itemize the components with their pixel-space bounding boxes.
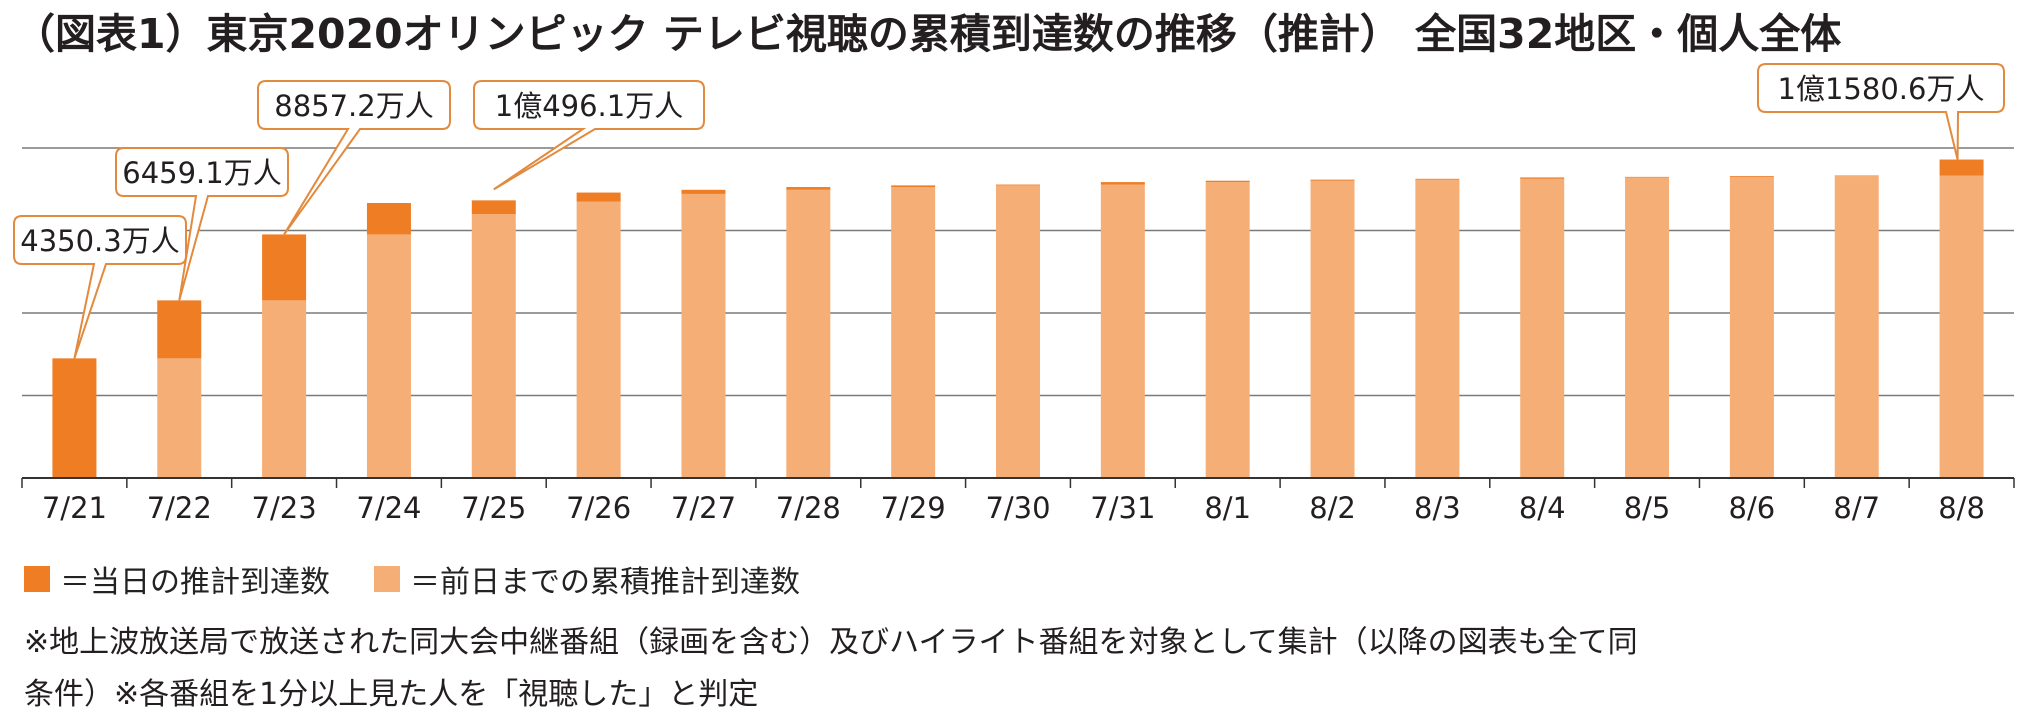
bar-today-7/24 xyxy=(366,203,411,235)
data-label: 8857.2万人 xyxy=(274,89,433,123)
callout-7/21: 4350.3万人 xyxy=(13,215,187,359)
x-tick-label: 7/25 xyxy=(461,491,526,525)
callouts: 4350.3万人 6459.1万人 8857.2万人 1億496.1万人 1億1580.… xyxy=(13,63,2005,359)
x-tick-label: 8/1 xyxy=(1204,491,1251,525)
callout-bubble xyxy=(13,215,187,359)
callout-8/8: 1億1580.6万人 xyxy=(1757,63,2005,160)
bar-today-7/25 xyxy=(471,200,516,214)
bar-previous-7/24 xyxy=(366,234,411,478)
callout-bubble xyxy=(257,80,451,236)
bar-previous-7/26 xyxy=(576,201,621,478)
x-tick-label: 8/8 xyxy=(1938,491,1985,525)
x-tick-label: 8/7 xyxy=(1833,491,1880,525)
legend-label-previous: ＝前日までの累積推計到達数 xyxy=(410,565,800,600)
bar-previous-8/3 xyxy=(1415,179,1460,478)
bar-today-7/21 xyxy=(52,358,97,478)
x-tick-label: 7/29 xyxy=(881,491,946,525)
x-tick-label: 8/5 xyxy=(1624,491,1671,525)
bar-today-8/4 xyxy=(1520,177,1565,179)
legend-item-today: ＝当日の推計到達数 xyxy=(24,557,330,601)
callout-bubble xyxy=(1757,63,2005,160)
bars xyxy=(52,159,1984,479)
bar-previous-7/22 xyxy=(157,358,202,478)
bar-previous-8/2 xyxy=(1310,180,1355,478)
bar-today-8/1 xyxy=(1205,180,1250,183)
bar-previous-7/23 xyxy=(262,300,307,478)
bar-today-7/26 xyxy=(576,192,621,202)
bar-chart: 7/21 7/22 7/23 7/24 7/25 7/26 7/27 7/28 7/29 7/30… xyxy=(13,63,2015,525)
footnote-1: ※地上波放送局で放送された同大会中継番組（録画を含む）及びハイライト番組を対象と… xyxy=(24,625,1638,660)
bar-previous-8/5 xyxy=(1625,177,1670,479)
bar-today-8/3 xyxy=(1415,178,1460,180)
bar-today-7/29 xyxy=(891,185,936,188)
legend: ＝当日の推計到達数 ＝前日までの累積推計到達数 xyxy=(24,557,844,601)
bar-previous-7/30 xyxy=(996,185,1040,478)
legend-swatch-today xyxy=(24,566,50,592)
legend-label-today: ＝当日の推計到達数 xyxy=(60,565,330,600)
x-tick-label: 8/2 xyxy=(1309,491,1356,525)
x-tick-label: 7/24 xyxy=(356,491,421,525)
callout-7/23: 8857.2万人 xyxy=(257,80,451,236)
data-label: 4350.3万人 xyxy=(20,224,179,258)
bar-today-8/2 xyxy=(1310,179,1355,181)
x-tick-label: 8/3 xyxy=(1414,491,1461,525)
bar-previous-7/28 xyxy=(786,189,831,479)
x-tick-label: 7/30 xyxy=(985,491,1050,525)
footnote-2: 条件）※各番組を1分以上見た人を「視聴した」と判定 xyxy=(24,677,759,712)
bar-previous-7/29 xyxy=(891,187,936,479)
callout-7/25: 1億496.1万人 xyxy=(473,80,705,191)
bar-today-7/30 xyxy=(996,184,1040,186)
bar-previous-8/4 xyxy=(1520,178,1565,479)
callout-bubble xyxy=(473,80,705,191)
bar-today-7/28 xyxy=(786,187,831,190)
bar-today-8/8 xyxy=(1939,159,1984,176)
x-tick-label: 7/28 xyxy=(776,491,841,525)
x-tick-label: 7/27 xyxy=(671,491,736,525)
x-tick-label: 7/31 xyxy=(1090,491,1155,525)
bar-previous-7/31 xyxy=(1100,184,1145,478)
bar-previous-7/25 xyxy=(471,214,516,478)
bar-today-7/31 xyxy=(1100,182,1145,185)
x-axis: 7/21 7/22 7/23 7/24 7/25 7/26 7/27 7/28 7/29 7/30… xyxy=(21,477,2015,525)
data-label: 1億1580.6万人 xyxy=(1778,72,1985,106)
data-label: 1億496.1万人 xyxy=(495,89,683,123)
callout-bubble xyxy=(115,147,289,301)
x-tick-label: 7/23 xyxy=(252,491,317,525)
bar-previous-8/6 xyxy=(1729,176,1774,478)
legend-item-previous: ＝前日までの累積推計到達数 xyxy=(374,557,800,601)
bar-today-7/27 xyxy=(681,189,726,194)
bar-today-8/7 xyxy=(1834,175,1879,177)
bar-today-8/6 xyxy=(1729,176,1774,177)
bar-previous-8/7 xyxy=(1834,176,1879,479)
x-tick-label: 7/26 xyxy=(566,491,631,525)
x-tick-label: 7/22 xyxy=(147,491,212,525)
bar-today-7/22 xyxy=(157,300,202,359)
callout-7/22: 6459.1万人 xyxy=(115,147,289,301)
x-tick-label: 8/4 xyxy=(1519,491,1566,525)
bar-previous-8/1 xyxy=(1205,182,1250,478)
bar-today-8/5 xyxy=(1625,176,1670,178)
data-label: 6459.1万人 xyxy=(122,156,281,190)
bar-previous-7/27 xyxy=(681,193,726,479)
bar-previous-8/8 xyxy=(1939,175,1984,478)
bar-today-7/23 xyxy=(262,234,307,301)
x-tick-label: 8/6 xyxy=(1729,491,1776,525)
chart-title: （図表1）東京2020オリンピック テレビ視聴の累積到達数の推移（推計） 全国3… xyxy=(14,10,1842,58)
legend-swatch-previous xyxy=(374,566,400,592)
x-tick-label: 7/21 xyxy=(42,491,107,525)
